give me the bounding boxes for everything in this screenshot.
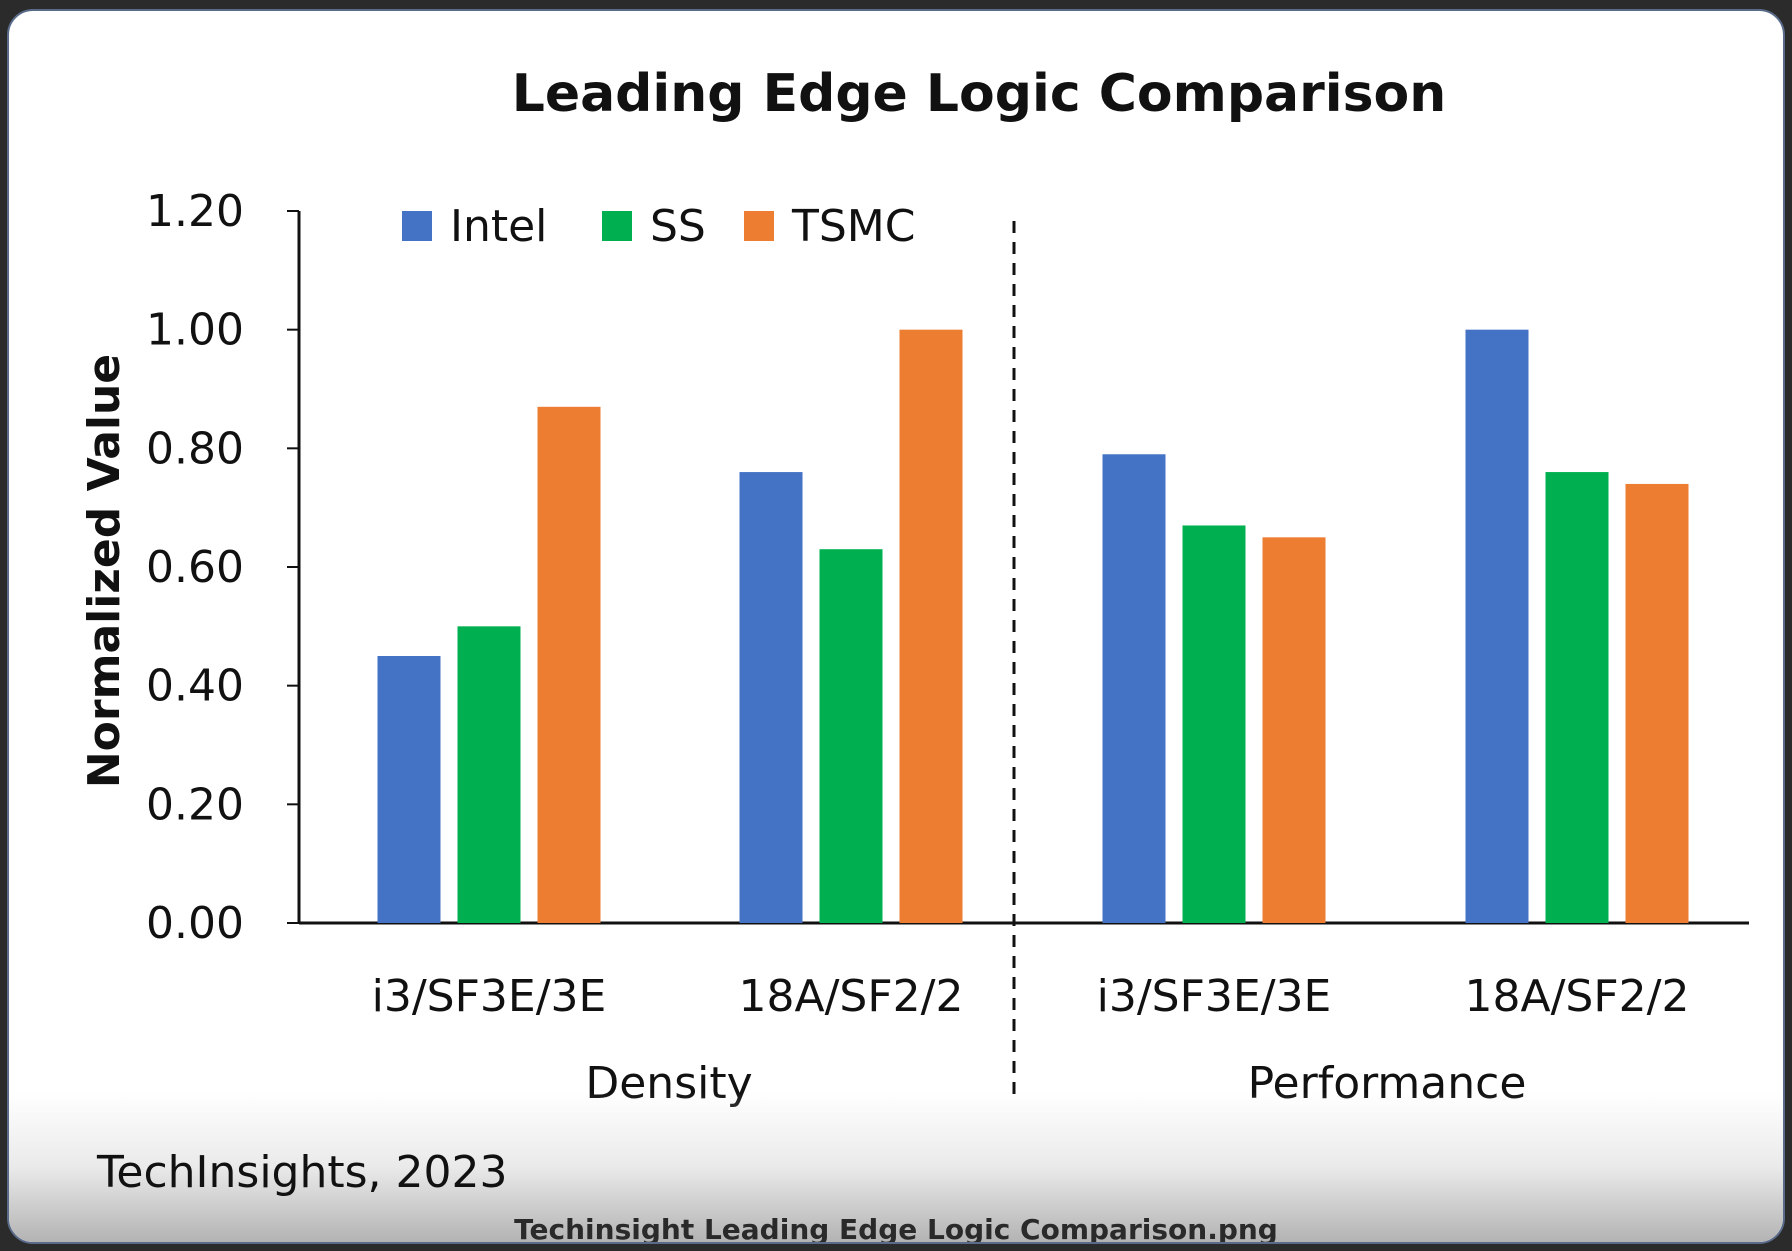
- legend-label: TSMC: [791, 201, 916, 252]
- x-category-label: i3/SF3E/3E: [1097, 971, 1332, 1022]
- x-category-label: 18A/SF2/2: [1465, 971, 1690, 1022]
- x-category-label: i3/SF3E/3E: [372, 971, 607, 1022]
- bar-tsmc: [1625, 483, 1689, 923]
- bar-tsmc: [1262, 537, 1326, 923]
- y-tick-label: 0.80: [146, 423, 244, 474]
- group-label: Performance: [1248, 1058, 1527, 1109]
- group-label: Density: [585, 1058, 752, 1109]
- bar-tsmc: [537, 406, 601, 923]
- bar-chart: Leading Edge Logic Comparison Normalized…: [79, 64, 1749, 1109]
- bars: [377, 329, 1689, 924]
- bar-tsmc: [899, 329, 963, 924]
- legend-swatch-tsmc: [744, 211, 774, 241]
- chart-title: Leading Edge Logic Comparison: [512, 64, 1447, 124]
- bar-intel: [377, 656, 441, 923]
- legend-label: Intel: [450, 201, 547, 252]
- bar-intel: [1465, 329, 1529, 924]
- y-axis-ticks: 0.00 0.20 0.40 0.60 0.80 1.00 1.20: [146, 186, 299, 949]
- y-tick-label: 0.40: [146, 661, 244, 712]
- legend: Intel SS TSMC: [402, 201, 916, 252]
- bar-ss: [1182, 525, 1246, 923]
- y-tick-label: 1.00: [146, 305, 244, 356]
- image-caption: Techinsight Leading Edge Logic Compariso…: [514, 1213, 1278, 1244]
- bar-ss: [1545, 472, 1609, 923]
- bar-ss: [457, 626, 521, 923]
- y-tick-label: 0.20: [146, 779, 244, 830]
- source-text: TechInsights, 2023: [97, 1147, 508, 1198]
- y-tick-label: 0.60: [146, 542, 244, 593]
- legend-swatch-intel: [402, 211, 432, 241]
- category-labels: i3/SF3E/3E 18A/SF2/2 i3/SF3E/3E 18A/SF2/2: [372, 971, 1690, 1022]
- legend-swatch-ss: [602, 211, 632, 241]
- x-category-label: 18A/SF2/2: [739, 971, 964, 1022]
- y-tick-label: 0.00: [146, 898, 244, 949]
- bar-intel: [1102, 454, 1166, 923]
- group-labels: Density Performance: [585, 1058, 1526, 1109]
- bar-ss: [819, 549, 883, 923]
- legend-label: SS: [650, 201, 706, 252]
- y-tick-label: 1.20: [146, 186, 244, 237]
- y-axis-label: Normalized Value: [79, 354, 130, 788]
- bar-intel: [739, 472, 803, 923]
- chart-card: Leading Edge Logic Comparison Normalized…: [7, 9, 1785, 1244]
